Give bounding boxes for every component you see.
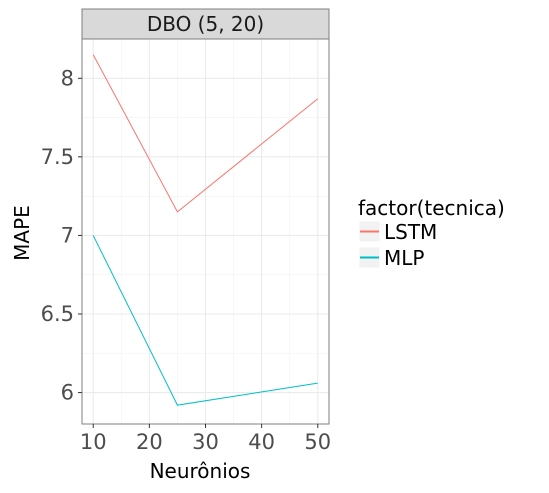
- facet-strip: [81, 8, 330, 40]
- x-tick-label: 30: [192, 430, 219, 454]
- y-tick-label: 8: [61, 66, 74, 90]
- series-lines: [92, 54, 319, 406]
- legend-label-mlp: MLP: [384, 246, 424, 270]
- grid-major: [82, 39, 329, 424]
- y-axis-title: MAPE: [10, 205, 34, 261]
- x-tick-label: 50: [304, 430, 331, 454]
- y-tick-label: 6.5: [41, 302, 74, 326]
- facet-title: DBO (5, 20): [147, 12, 264, 36]
- y-tick-label: 7.5: [41, 145, 74, 169]
- x-tick-label: 20: [136, 430, 163, 454]
- legend-title: factor(tecnica): [358, 196, 505, 220]
- x-tick-label: 40: [248, 430, 275, 454]
- legend-label-lstm: LSTM: [384, 220, 437, 244]
- series-line-lstm: [92, 54, 319, 213]
- y-tick-label: 6: [61, 381, 74, 405]
- series-line-mlp: [92, 235, 318, 406]
- y-tick-label: 7: [61, 223, 74, 247]
- x-axis-title: Neurônios: [150, 459, 251, 483]
- x-axis: 10 20 30 40 50: [80, 424, 331, 454]
- y-axis: 6 6.5 7 7.5 8: [41, 66, 82, 405]
- x-tick-label: 10: [80, 430, 107, 454]
